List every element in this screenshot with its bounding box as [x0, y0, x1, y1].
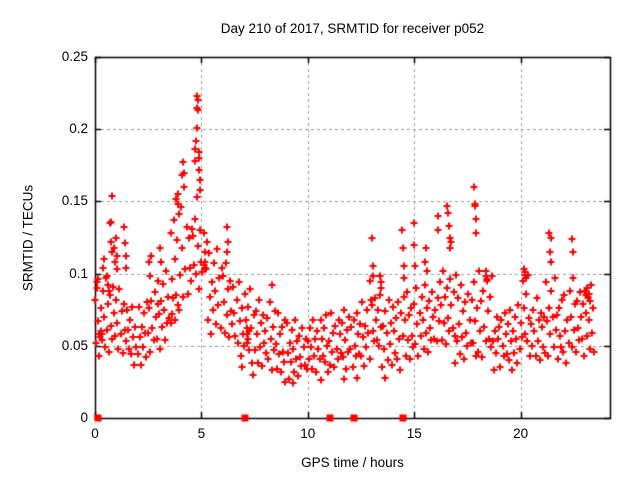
y-tick-label: 0.2 [69, 121, 88, 137]
y-tick-label: 0 [80, 410, 88, 425]
y-tick-label: 0.25 [61, 49, 88, 64]
x-tick-label: 10 [300, 426, 316, 441]
y-tick-label: 0.05 [61, 337, 88, 353]
x-axis-title: GPS time / hours [301, 455, 404, 470]
x-tick-label: 0 [91, 426, 99, 441]
y-tick-label: 0.1 [69, 265, 88, 281]
y-tick-label: 0.15 [61, 193, 88, 209]
x-tick-label: 20 [513, 426, 529, 441]
chart-title: Day 210 of 2017, SRMTID for receiver p05… [220, 21, 485, 36]
x-tick-label: 5 [197, 426, 206, 441]
x-tick-label: 15 [406, 426, 422, 441]
